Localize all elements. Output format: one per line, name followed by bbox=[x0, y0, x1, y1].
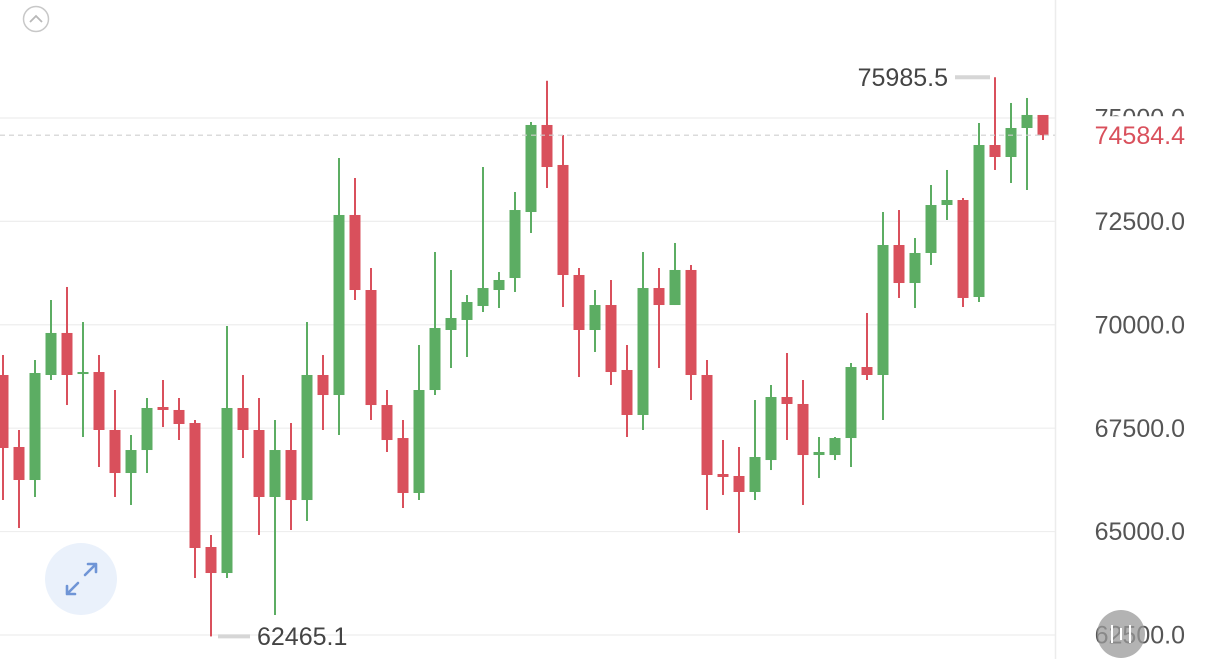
collapse-chevron bbox=[29, 14, 43, 23]
candle-body bbox=[141, 407, 153, 451]
y-tick-label: 67500.0 bbox=[1095, 415, 1185, 443]
candle-body bbox=[29, 373, 41, 481]
candle-body bbox=[797, 403, 809, 456]
grid bbox=[0, 117, 1055, 636]
candle-body bbox=[317, 374, 329, 396]
candle-body bbox=[717, 474, 729, 477]
candle-body bbox=[0, 374, 9, 448]
candles bbox=[0, 77, 1049, 637]
candle-body bbox=[861, 367, 873, 375]
annotation-label: 62465.1 bbox=[257, 623, 347, 651]
candle-body bbox=[1021, 114, 1033, 129]
candle-body bbox=[413, 390, 425, 493]
candle-body bbox=[941, 200, 953, 206]
candle-body bbox=[701, 374, 713, 475]
candle-body bbox=[333, 214, 345, 396]
expand-button[interactable] bbox=[45, 543, 117, 615]
candle-body bbox=[589, 305, 601, 330]
expand-circle bbox=[45, 543, 117, 615]
candle-body bbox=[493, 279, 505, 291]
annotation-label: 75985.5 bbox=[858, 64, 948, 92]
candle-body bbox=[749, 457, 761, 492]
candle-body bbox=[637, 288, 649, 415]
candle-body bbox=[477, 288, 489, 307]
labels: 62500.065000.067500.070000.072500.075000… bbox=[0, 64, 1206, 651]
y-tick-label: 65000.0 bbox=[1095, 518, 1185, 546]
candle-body bbox=[605, 305, 617, 373]
candle-body bbox=[621, 369, 633, 415]
last-price-label: 74584.4 bbox=[1095, 122, 1185, 150]
candle-body bbox=[349, 214, 361, 291]
candle-body bbox=[189, 423, 201, 548]
candle-body bbox=[93, 372, 105, 431]
y-tick-label: 72500.0 bbox=[1095, 208, 1185, 236]
candle-body bbox=[45, 332, 57, 375]
candle-body bbox=[781, 396, 793, 404]
candle-body bbox=[269, 450, 281, 498]
candle-body bbox=[445, 318, 457, 330]
scroll-icon bbox=[1111, 625, 1131, 643]
candle-body bbox=[909, 252, 921, 284]
candle-body bbox=[365, 290, 377, 406]
candle-body bbox=[669, 269, 681, 306]
candle-body bbox=[461, 301, 473, 320]
candle-body bbox=[957, 200, 969, 298]
candle-body bbox=[13, 446, 25, 481]
candle-body bbox=[925, 205, 937, 253]
candle-body bbox=[125, 450, 137, 474]
candle-body bbox=[573, 274, 585, 330]
candle-body bbox=[685, 269, 697, 375]
candle-body bbox=[285, 450, 297, 501]
scroll-button[interactable] bbox=[1097, 610, 1145, 658]
last-price-bg bbox=[1062, 116, 1206, 153]
candle-body bbox=[237, 407, 249, 431]
candle-body bbox=[829, 438, 841, 456]
candle-body bbox=[1005, 128, 1017, 157]
candle-body bbox=[525, 124, 537, 213]
candle-body bbox=[397, 438, 409, 493]
collapse-circle bbox=[22, 5, 50, 33]
candle-body bbox=[989, 145, 1001, 157]
candle-body bbox=[429, 328, 441, 391]
expand-icon bbox=[65, 562, 98, 596]
candle-body bbox=[109, 430, 121, 474]
candle-body bbox=[157, 407, 169, 410]
candle-body bbox=[893, 245, 905, 284]
candle-body bbox=[1037, 114, 1049, 136]
candle-body bbox=[877, 245, 889, 375]
candle-body bbox=[813, 452, 825, 456]
candle-body bbox=[77, 372, 89, 375]
candle-body bbox=[541, 124, 553, 168]
candle-body bbox=[509, 210, 521, 279]
candle-body bbox=[973, 145, 985, 297]
candle-body bbox=[557, 164, 569, 275]
candle-body bbox=[845, 367, 857, 439]
candle-body bbox=[205, 547, 217, 574]
candle-body bbox=[301, 374, 313, 501]
candle-body bbox=[173, 409, 185, 425]
candle-body bbox=[61, 332, 73, 375]
candle-body bbox=[221, 407, 233, 574]
candle-body bbox=[653, 288, 665, 306]
candle-body bbox=[253, 430, 265, 498]
y-tick-label: 70000.0 bbox=[1095, 311, 1185, 339]
candle-body bbox=[733, 475, 745, 492]
collapse-button[interactable] bbox=[22, 5, 50, 33]
candle-body bbox=[765, 396, 777, 461]
candle-body bbox=[381, 405, 393, 441]
